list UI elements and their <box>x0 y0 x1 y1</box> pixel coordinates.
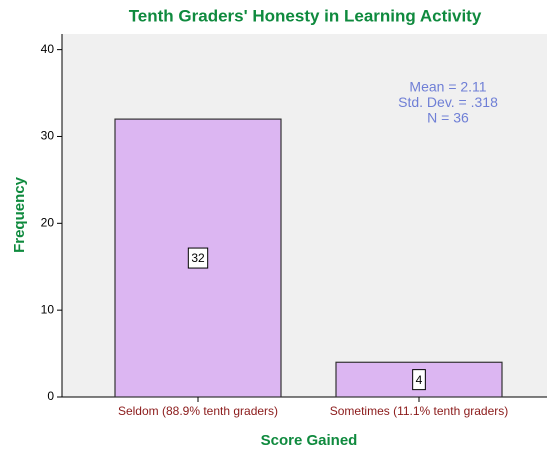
chart-title: Tenth Graders' Honesty in Learning Activ… <box>129 6 482 25</box>
y-tick-label: 10 <box>41 302 55 316</box>
value-label: 32 <box>191 251 205 265</box>
y-tick-label: 30 <box>41 129 55 143</box>
y-tick-label: 20 <box>41 215 55 229</box>
y-tick-label: 0 <box>47 389 54 403</box>
value-label-box <box>412 369 426 391</box>
stats-annotation: Std. Dev. = .318 <box>398 94 498 110</box>
stats-annotation: N = 36 <box>427 110 469 126</box>
y-tick-label: 40 <box>41 42 55 56</box>
x-tick-label: Seldom (88.9% tenth graders) <box>118 404 278 418</box>
stats-annotation: Mean = 2.11 <box>409 79 486 95</box>
y-axis-label: Frequency <box>11 176 28 253</box>
value-label: 4 <box>416 373 423 387</box>
x-tick-label: Sometimes (11.1% tenth graders) <box>330 404 509 418</box>
value-label-box <box>187 247 209 269</box>
x-axis-label: Score Gained <box>261 432 358 449</box>
